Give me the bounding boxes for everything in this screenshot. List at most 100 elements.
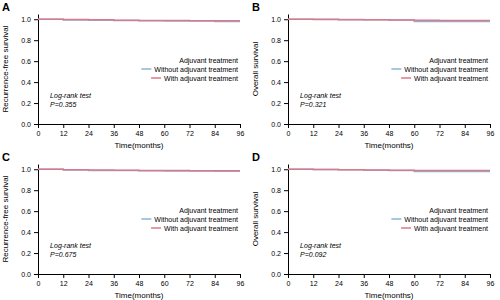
y-tick-mark [34,190,38,191]
annotation: Log-rank test [300,242,342,250]
y-tick-mark [284,103,288,104]
x-tick: 36 [360,124,368,137]
x-tick: 24 [85,124,93,137]
x-tick: 96 [487,124,495,137]
x-tick-mark [440,124,441,128]
x-tick-label: 96 [487,130,495,137]
y-tick: 0.4 [21,79,38,86]
x-tick-label: 36 [360,280,368,287]
panel: 012243648607284960.00.20.40.60.81.0DTime… [251,151,494,300]
x-tick-mark [190,124,191,128]
legend: Adjuvant treatmentWithout adjuvant treat… [141,207,238,233]
x-axis-title: Time(months) [364,141,413,150]
y-tick-mark [284,124,288,125]
x-tick: 0 [37,124,41,137]
legend-label: With adjuvant treatment [164,225,238,233]
y-tick-mark [34,19,38,20]
x-tick: 48 [136,124,144,137]
y-tick-mark [34,82,38,83]
y-tick-mark [284,274,288,275]
legend-label: With adjuvant treatment [164,75,238,83]
y-tick: 0.4 [271,79,288,86]
legend-swatch [141,68,151,70]
y-tick: 0.8 [21,187,38,194]
x-tick-mark [63,274,64,278]
y-tick-label: 0.4 [271,79,281,86]
y-tick-label: 0.2 [21,100,31,107]
x-tick-mark [339,274,340,278]
y-tick-label: 1.0 [271,16,281,23]
y-tick-mark [34,124,38,125]
x-tick-mark [89,124,90,128]
x-tick: 12 [310,124,318,137]
x-tick-mark [288,274,289,278]
x-axis: 01224364860728496 [37,124,245,137]
y-tick-label: 0.8 [271,187,281,194]
x-tick-label: 0 [37,130,41,137]
y-tick-mark [284,253,288,254]
survival-line [288,169,490,170]
y-tick-mark [34,103,38,104]
y-tick-mark [284,19,288,20]
y-tick-label: 0.6 [21,208,31,215]
y-axis-line [38,15,39,125]
legend-label: With adjuvant treatment [414,225,488,233]
y-tick: 1.0 [271,16,288,23]
legend-title: Adjuvant treatment [429,57,488,65]
x-tick-mark [63,124,64,128]
x-tick: 12 [310,274,318,287]
y-tick-mark [34,169,38,170]
legend-swatch [151,227,161,229]
y-tick-mark [34,274,38,275]
x-tick: 84 [461,124,469,137]
x-tick-mark [414,274,415,278]
x-tick-mark [164,274,165,278]
y-axis-title: Recurrence-free survival [1,175,10,262]
y-tick-label: 0.2 [271,100,281,107]
x-tick: 0 [287,124,291,137]
legend-swatch [391,218,401,220]
y-tick-label: 0.6 [21,58,31,65]
x-tick-label: 84 [211,130,219,137]
x-tick-label: 48 [386,280,394,287]
y-tick-label: 0.4 [21,79,31,86]
legend: Adjuvant treatmentWithout adjuvant treat… [391,207,488,233]
y-tick-mark [284,232,288,233]
legend-label: Without adjuvant treatment [404,216,488,224]
x-tick-label: 12 [60,280,68,287]
x-tick-label: 72 [436,280,444,287]
y-tick: 0.8 [271,37,288,44]
x-tick-mark [215,124,216,128]
x-tick-label: 96 [237,130,245,137]
y-axis-title: Recurrence-free survival [1,25,10,112]
x-tick-mark [240,124,241,128]
y-tick: 0.6 [21,208,38,215]
x-tick-label: 60 [411,280,419,287]
x-tick-mark [215,274,216,278]
x-tick-mark [190,274,191,278]
x-tick-mark [364,274,365,278]
y-tick-label: 0.2 [21,250,31,257]
y-tick-mark [34,253,38,254]
x-tick-label: 24 [335,280,343,287]
x-tick: 0 [37,274,41,287]
y-tick-label: 0.0 [21,271,31,278]
x-tick-mark [389,274,390,278]
x-tick-mark [414,124,415,128]
y-tick-mark [284,40,288,41]
y-tick-label: 1.0 [21,166,31,173]
y-axis: 0.00.20.40.60.81.0 [21,165,38,278]
y-tick-label: 0.8 [21,37,31,44]
y-tick: 1.0 [21,16,38,23]
annotation: P=0.675 [50,251,76,258]
y-tick: 0.0 [271,121,288,128]
y-tick: 0.6 [271,208,288,215]
x-tick-mark [89,274,90,278]
x-tick: 72 [436,124,444,137]
y-tick-label: 0.8 [21,187,31,194]
survival-line [288,19,490,21]
y-tick-mark [284,190,288,191]
legend-swatch [401,227,411,229]
legend-label: Without adjuvant treatment [154,216,238,224]
x-tick-mark [339,124,340,128]
